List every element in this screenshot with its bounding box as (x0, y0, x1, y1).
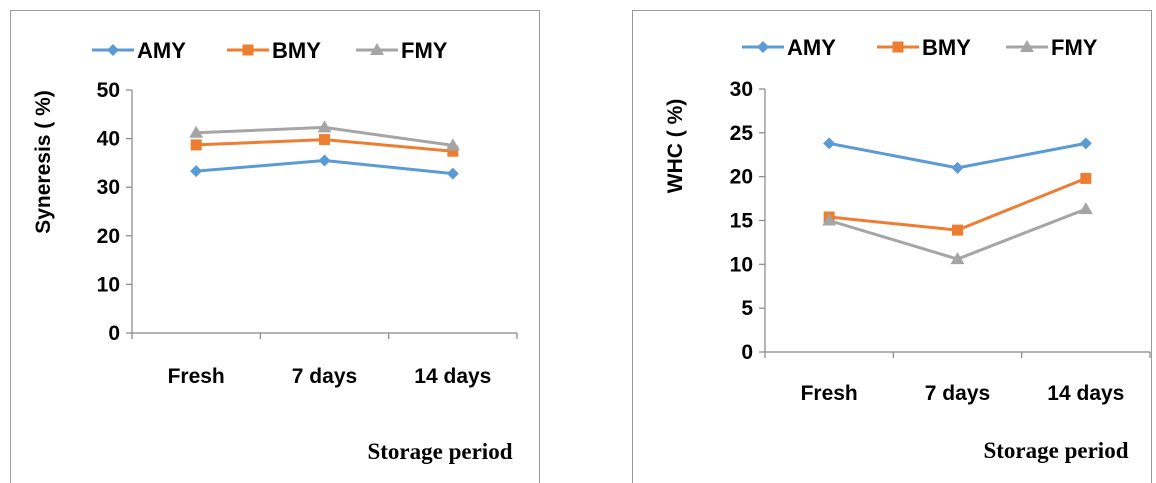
x-tick-label: 14 days (414, 365, 491, 388)
legend-swatch-marker (757, 41, 769, 53)
data-point (319, 134, 330, 146)
y-tick-label: 30 (730, 78, 753, 101)
series-amy (190, 154, 459, 180)
y-tick-label: 5 (741, 297, 753, 320)
legend-item-fmy: FMY (356, 38, 448, 63)
x-tick-label: 7 days (292, 365, 357, 388)
data-point (445, 138, 460, 151)
legend-item-amy: AMY (92, 38, 186, 63)
x-tick-label: 14 days (1047, 382, 1124, 405)
data-point (190, 165, 203, 178)
legend-swatch-marker (1020, 40, 1034, 52)
y-tick-label: 15 (730, 210, 754, 233)
series-bmy (823, 172, 1092, 236)
legend-item-bmy: BMY (227, 38, 321, 63)
legend-label: BMY (922, 35, 971, 60)
x-axis-title: Storage period (983, 438, 1128, 463)
legend-label: BMY (272, 38, 321, 63)
legend-swatch-marker (242, 44, 254, 56)
series-fmy (822, 202, 1093, 265)
legend-swatch-marker (370, 43, 384, 55)
legend-item-bmy: BMY (877, 35, 971, 60)
whc-chart: 0 5 10 15 20 25 30 Fresh 7 days 14 days AMY BMY FMY W… (664, 35, 1151, 463)
series-line (829, 177, 1087, 232)
y-tick-label: 20 (730, 166, 753, 189)
chart-frame (10, 10, 540, 483)
legend: AMY BMY FMY (92, 38, 448, 63)
data-point (447, 145, 459, 157)
y-tick-label: 20 (97, 225, 120, 248)
y-tick-label: 0 (741, 341, 753, 364)
series-bmy (190, 134, 459, 157)
data-point (1079, 137, 1092, 150)
legend-item-amy: AMY (742, 35, 836, 60)
data-point (822, 213, 837, 226)
data-point (952, 224, 963, 236)
data-point (317, 120, 332, 133)
legend-swatch-marker (107, 44, 119, 56)
y-axis-title: Syneresis ( %) (32, 90, 55, 234)
syneresis-chart-panel: 0 10 20 30 40 50 Fresh 7 days 14 days AMY BMY FMY Sy… (0, 0, 570, 483)
y-tick-label: 30 (97, 176, 120, 199)
data-point (189, 125, 204, 138)
data-point (318, 154, 331, 167)
y-tick-label: 10 (730, 253, 753, 276)
data-point (1080, 172, 1092, 184)
data-point (951, 161, 964, 174)
x-axis-title: Storage period (367, 439, 512, 464)
data-point (1078, 202, 1093, 215)
legend-item-fmy: FMY (1006, 35, 1098, 60)
legend-label: AMY (137, 38, 186, 63)
data-point (446, 167, 459, 180)
legend: AMY BMY FMY (742, 35, 1098, 60)
y-tick-label: 50 (97, 79, 120, 102)
chart-frame (632, 10, 1152, 483)
whc-chart-panel: 0 5 10 15 20 25 30 Fresh 7 days 14 days AMY BMY FMY W… (622, 0, 1156, 483)
y-tick-label: 25 (730, 122, 754, 145)
x-tick-label: Fresh (168, 365, 225, 388)
syneresis-chart: 0 10 20 30 40 50 Fresh 7 days 14 days AMY BMY FMY Sy… (32, 38, 518, 464)
series-fmy (189, 120, 460, 151)
y-tick-label: 10 (97, 273, 120, 296)
y-tick-label: 40 (97, 128, 120, 151)
y-tick-label: 0 (108, 322, 120, 345)
legend-label: AMY (787, 35, 836, 60)
data-point (823, 137, 836, 150)
legend-label: FMY (1051, 35, 1098, 60)
data-point (190, 139, 202, 151)
series-amy (823, 137, 1092, 174)
legend-label: FMY (401, 38, 448, 63)
y-axis-title: WHC ( %) (664, 99, 687, 193)
legend-swatch-marker (892, 41, 904, 53)
data-point (950, 252, 965, 265)
x-tick-label: 7 days (925, 382, 990, 405)
x-tick-label: Fresh (801, 382, 858, 405)
